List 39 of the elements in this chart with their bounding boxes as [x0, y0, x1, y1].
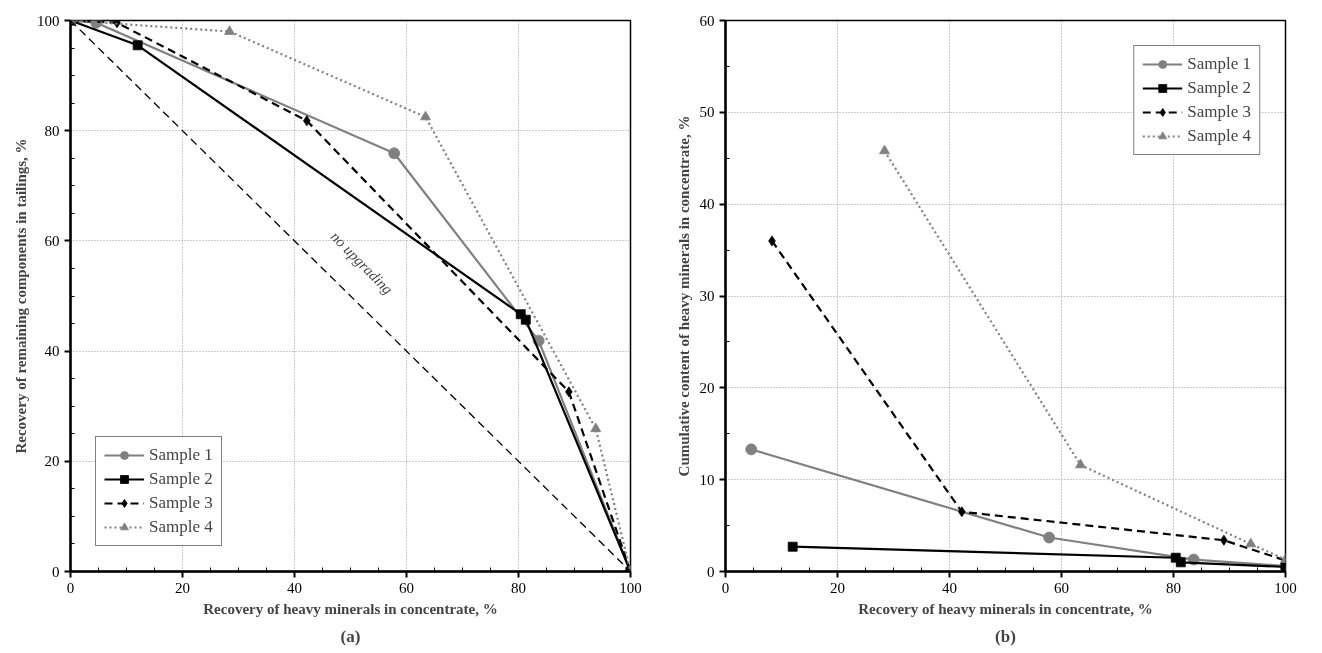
legend-label: Sample 1	[1187, 54, 1251, 74]
x-tick-label: 100	[1274, 579, 1297, 596]
text: (a)	[340, 626, 361, 646]
x-tick-label: 80	[1166, 579, 1181, 596]
legend-label: Sample 4	[149, 517, 213, 537]
y-axis-title: Recovery of remaining components in tailings, %	[13, 138, 29, 454]
x-tick-label: 60	[1054, 579, 1069, 596]
y-tick-label: 30	[699, 288, 715, 304]
y-tick-label: 20	[699, 379, 715, 396]
y-tick-label: 50	[699, 104, 715, 121]
y-tick-label: 100	[37, 12, 60, 29]
x-tick-label: 20	[830, 579, 845, 596]
y-tick-label: 60	[699, 12, 715, 29]
y-tick-label: 20	[44, 453, 60, 470]
legend-label: Sample 1	[149, 445, 213, 465]
x-tick-label: 80	[511, 579, 526, 596]
x-tick-label: 100	[619, 579, 642, 596]
legend-label: Sample 3	[149, 493, 213, 513]
legend-label: Sample 3	[1187, 102, 1251, 122]
x-axis-title: Recovery of heavy minerals in concentrate, %	[203, 600, 498, 617]
y-tick-label: 10	[699, 471, 715, 488]
text: (b)	[995, 626, 1016, 646]
legend-label: Sample 2	[149, 469, 213, 489]
y-tick-label: 0	[707, 563, 715, 580]
y-tick-label: 60	[44, 232, 60, 249]
y-tick-label: 0	[52, 563, 60, 580]
x-tick-label: 40	[287, 579, 302, 596]
x-axis-title: Recovery of heavy minerals in concentrate, %	[858, 600, 1153, 617]
y-tick-label: 40	[699, 196, 715, 213]
legend-label: Sample 2	[1187, 78, 1251, 98]
x-tick-label: 20	[175, 579, 190, 596]
x-tick-label: 0	[721, 579, 730, 596]
y-tick-label: 40	[44, 343, 60, 360]
x-tick-label: 60	[399, 579, 414, 596]
x-tick-label: 40	[942, 579, 957, 596]
legend-label: Sample 4	[1187, 126, 1251, 146]
x-tick-label: 0	[66, 579, 75, 596]
y-axis-title: Cumulative content of heavy minerals in concentrate, %	[675, 115, 692, 477]
y-tick-label: 80	[44, 122, 60, 139]
